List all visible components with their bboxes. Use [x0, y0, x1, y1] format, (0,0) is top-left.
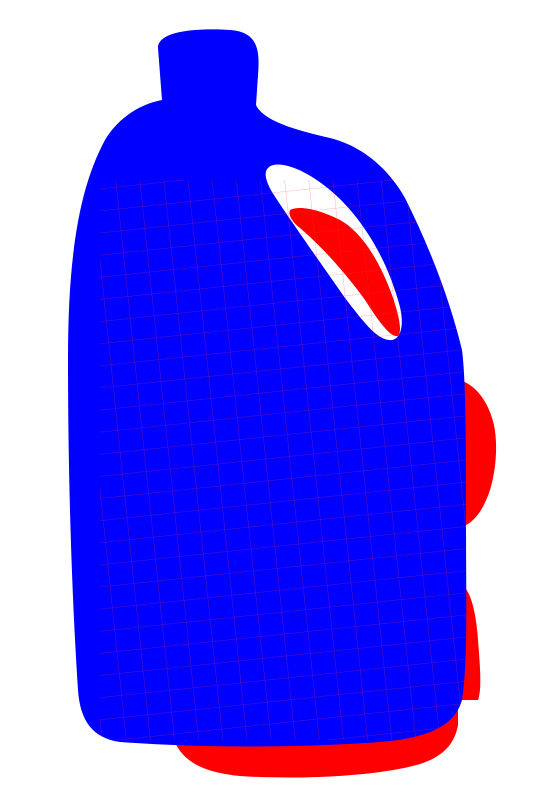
- surface-grid-lines: [100, 180, 467, 740]
- blue-jug-point-cloud: [68, 29, 467, 747]
- red-right-edge-points-upper: [458, 380, 497, 525]
